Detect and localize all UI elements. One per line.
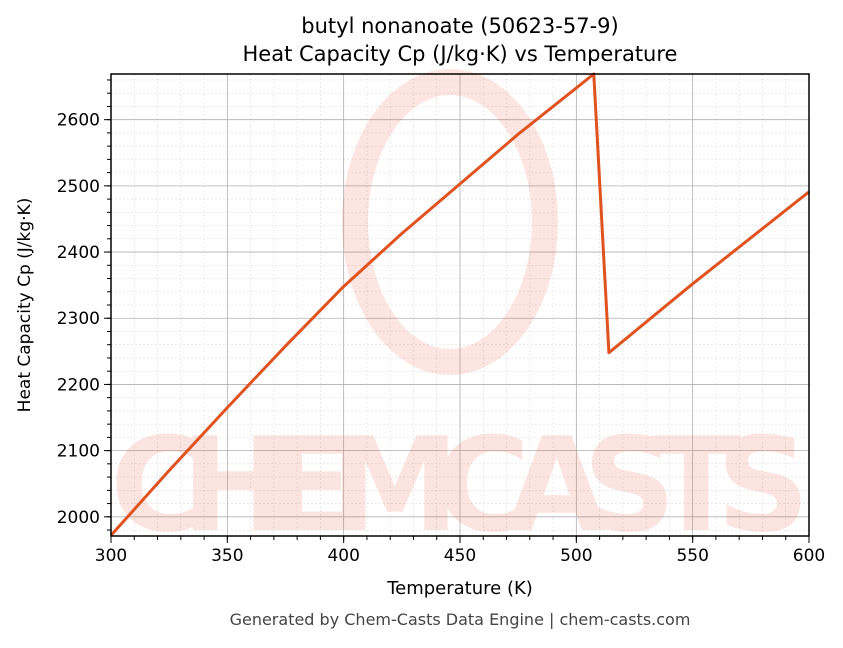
grid: [110, 74, 810, 536]
y-tick-label: 2000: [57, 508, 100, 528]
y-tick-label: 2500: [57, 177, 100, 197]
y-axis-label: Heat Capacity Cp (J/kg·K): [15, 198, 35, 413]
y-tick-label: 2100: [57, 442, 100, 462]
x-tick-label: 400: [327, 546, 359, 566]
y-tick-label: 2300: [57, 309, 100, 329]
footer-text: Generated by Chem-Casts Data Engine | ch…: [230, 610, 691, 629]
chart-title-line2: Heat Capacity Cp (J/kg·K) vs Temperature: [243, 42, 678, 66]
y-tick-label: 2200: [57, 375, 100, 395]
x-axis-label: Temperature (K): [386, 578, 533, 599]
x-tick-label: 500: [560, 546, 592, 566]
x-tick-label: 350: [211, 546, 243, 566]
y-tick-label: 2400: [57, 243, 100, 263]
chart-title-line1: butyl nonanoate (50623-57-9): [301, 14, 618, 38]
y-tick-label: 2600: [57, 111, 100, 131]
x-tick-label: 600: [793, 546, 825, 566]
watermark-logo-ring: [342, 69, 558, 375]
x-tick-label: 450: [444, 546, 476, 566]
ticks: 300 350 400 450 500 550 600 2000 2100 2200 2300 240…: [57, 79, 825, 566]
series-line: [109, 72, 810, 537]
series-layer: [109, 72, 810, 537]
x-tick-label: 550: [676, 546, 708, 566]
x-tick-label: 300: [95, 546, 127, 566]
